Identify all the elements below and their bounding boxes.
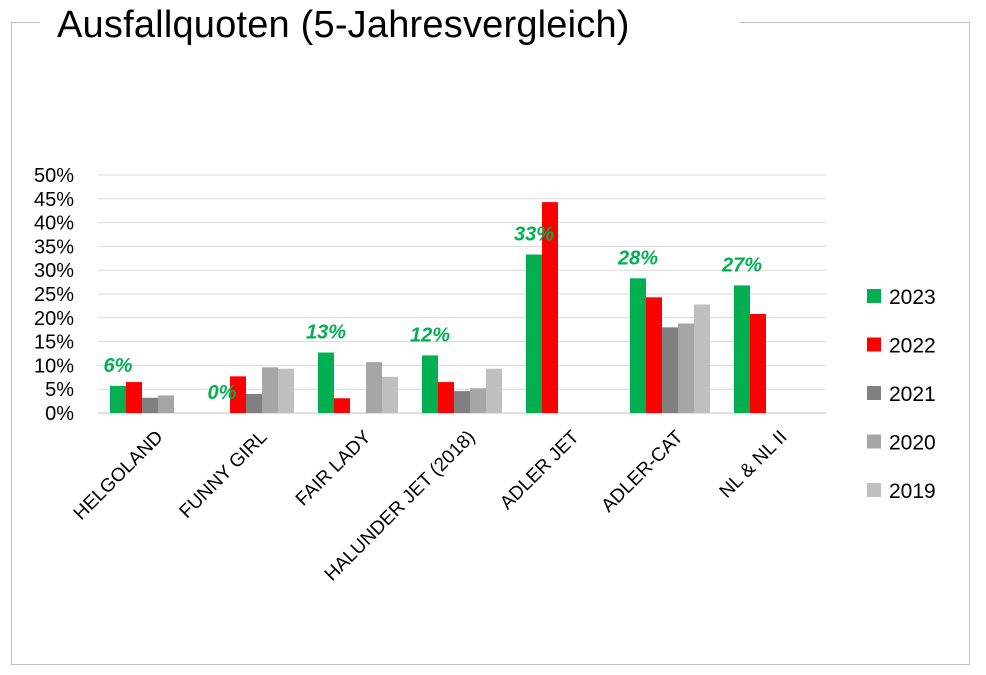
bar-2023 [110, 385, 126, 413]
data-label: 33% [514, 223, 554, 245]
y-axis-ticks: 0%5%10%15%20%25%30%35%40%45%50% [34, 165, 74, 425]
x-tick-label: ADLER-CAT [598, 426, 688, 516]
legend: 2023 2022 2021 2020 2019 [867, 286, 936, 503]
bar-2022 [334, 398, 350, 413]
x-tick-label: HELGOLAND [70, 427, 168, 525]
legend-swatch [867, 386, 881, 400]
data-labels: 6% 0% 13% 12% 33% 28% 27% [104, 223, 763, 404]
bar-2020 [366, 362, 382, 413]
bar-2019 [382, 376, 398, 413]
data-label: 6% [104, 355, 133, 377]
y-tick-label: 40% [34, 213, 74, 235]
bar-2022 [750, 313, 766, 413]
data-label: 27% [721, 254, 762, 276]
bar-2021 [142, 397, 158, 413]
bar-2019 [278, 368, 294, 413]
data-label: 28% [617, 247, 658, 269]
gridlines [98, 174, 826, 414]
bar-2021 [454, 391, 470, 413]
bar-2019 [486, 368, 502, 413]
bar-2022 [438, 382, 454, 413]
data-label: 0% [208, 382, 237, 404]
chart-title: Ausfallquoten (5-Jahresvergleich) [57, 4, 630, 46]
x-tick-label: ADLER JET [496, 426, 584, 514]
bar-2023 [630, 278, 646, 413]
title-background [40, 2, 740, 46]
y-tick-label: 10% [34, 355, 74, 377]
y-tick-label: 50% [34, 165, 74, 187]
bar-2021 [662, 327, 678, 413]
x-tick-label: FUNNY GIRL [176, 427, 272, 523]
bar-2023 [318, 352, 334, 413]
bar-2023 [526, 254, 542, 413]
bar-2022 [230, 376, 246, 413]
y-tick-label: 35% [34, 236, 74, 258]
bar-2022 [542, 202, 558, 413]
y-tick-label: 30% [34, 260, 74, 282]
y-tick-label: 45% [34, 189, 74, 211]
bars [110, 202, 766, 413]
bar-2020 [678, 323, 694, 413]
y-tick-label: 15% [34, 332, 74, 354]
bar-2020 [158, 395, 174, 413]
legend-swatch [867, 434, 881, 449]
bar-2022 [646, 297, 662, 413]
y-tick-label: 25% [34, 284, 74, 306]
bar-2020 [470, 388, 486, 413]
bar-2021 [246, 393, 262, 413]
data-label: 12% [410, 324, 450, 346]
data-label: 13% [306, 322, 346, 344]
legend-swatch [867, 483, 881, 497]
bar-2023 [734, 285, 750, 413]
y-tick-label: 5% [45, 379, 74, 401]
legend-swatch [867, 289, 881, 303]
legend-swatch [867, 337, 881, 352]
bar-2023 [422, 355, 438, 413]
legend-label: 2023 [889, 286, 936, 309]
bar-2022 [126, 382, 142, 413]
legend-label: 2020 [889, 432, 936, 455]
legend-label: 2022 [889, 335, 936, 358]
x-tick-label: NL & NL II [716, 427, 792, 503]
y-tick-label: 20% [34, 308, 74, 330]
y-tick-label: 0% [45, 403, 74, 425]
bar-2020 [262, 367, 278, 413]
legend-label: 2019 [889, 480, 936, 503]
x-tick-label: FAIR LADY [292, 426, 376, 510]
bar-2019 [694, 304, 710, 413]
legend-label: 2021 [889, 383, 936, 406]
